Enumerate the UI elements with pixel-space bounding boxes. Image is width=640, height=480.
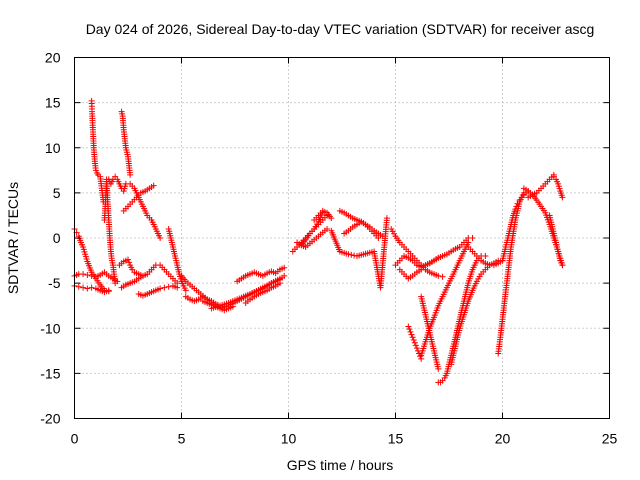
data-point bbox=[161, 284, 168, 291]
data-point bbox=[435, 254, 442, 261]
data-point bbox=[411, 339, 418, 346]
data-point bbox=[157, 285, 164, 292]
y-tick-label: 0 bbox=[53, 230, 61, 246]
data-point bbox=[276, 280, 283, 287]
series-arc34 bbox=[448, 257, 502, 368]
data-point bbox=[407, 328, 414, 335]
y-tick-label: 5 bbox=[53, 185, 61, 201]
data-point bbox=[412, 342, 419, 349]
x-tick-label: 10 bbox=[281, 431, 297, 447]
y-tick-label: 10 bbox=[45, 140, 61, 156]
series-arc10 bbox=[127, 180, 164, 241]
series-arc22 bbox=[298, 212, 331, 249]
data-point bbox=[84, 272, 91, 279]
series-arc7 bbox=[118, 108, 134, 178]
data-point bbox=[559, 262, 566, 269]
data-point bbox=[174, 284, 181, 291]
data-point bbox=[435, 365, 442, 372]
data-point bbox=[405, 323, 412, 330]
data-point bbox=[482, 253, 489, 260]
series-arc37 bbox=[499, 188, 532, 264]
x-tick-label: 5 bbox=[178, 431, 186, 447]
data-point bbox=[165, 283, 172, 290]
data-point bbox=[514, 200, 521, 207]
data-point bbox=[127, 171, 134, 178]
data-point bbox=[112, 280, 119, 287]
data-point bbox=[413, 345, 420, 352]
series-arc23 bbox=[311, 207, 335, 223]
data-point bbox=[182, 287, 189, 294]
y-tick-labels: -20 -15 -10 -5 0 5 10 15 20 bbox=[40, 50, 60, 427]
series-arc6 bbox=[105, 173, 129, 195]
series-arc2 bbox=[71, 225, 112, 295]
y-tick-label: -15 bbox=[40, 365, 60, 381]
series-arc29 bbox=[396, 254, 442, 282]
series-arc30 bbox=[405, 323, 425, 362]
data-point bbox=[75, 283, 82, 290]
grid-lines bbox=[74, 57, 610, 419]
data-point bbox=[80, 271, 87, 278]
data-point bbox=[409, 334, 416, 341]
x-tick-labels: 0 5 10 15 20 25 bbox=[71, 431, 618, 447]
series-arc26 bbox=[328, 215, 390, 291]
series-arc36 bbox=[495, 189, 527, 357]
data-point bbox=[512, 206, 519, 213]
series-arc32 bbox=[418, 293, 442, 372]
y-tick-label: -5 bbox=[48, 275, 61, 291]
x-tick-label: 25 bbox=[602, 431, 618, 447]
data-point bbox=[469, 235, 476, 241]
data-point bbox=[328, 215, 335, 222]
data-point bbox=[559, 194, 566, 201]
data-point bbox=[324, 225, 331, 232]
y-tick-label: -20 bbox=[40, 411, 60, 427]
data-point bbox=[439, 273, 446, 280]
data-point bbox=[281, 264, 288, 271]
data-point bbox=[84, 285, 91, 292]
data-point bbox=[80, 284, 87, 291]
x-tick-label: 15 bbox=[388, 431, 404, 447]
data-point bbox=[408, 331, 415, 338]
x-tick-label: 0 bbox=[71, 431, 79, 447]
series-arc40 bbox=[546, 212, 566, 269]
series-arc3 bbox=[71, 282, 112, 296]
data-point bbox=[88, 284, 95, 291]
data-point bbox=[92, 167, 99, 174]
data-point bbox=[125, 256, 131, 263]
data-point bbox=[513, 203, 520, 210]
series-arc17 bbox=[208, 272, 288, 312]
data-point bbox=[406, 326, 413, 333]
series-arc18 bbox=[234, 264, 288, 285]
data-point bbox=[383, 215, 390, 222]
series-arc39 bbox=[525, 171, 557, 201]
series-arc12 bbox=[135, 282, 181, 299]
x-tick-label: 20 bbox=[495, 431, 511, 447]
data-point bbox=[417, 353, 424, 360]
series-arc19 bbox=[242, 280, 283, 306]
y-tick-label: 15 bbox=[45, 95, 61, 111]
data-points bbox=[71, 97, 566, 386]
series-arc4 bbox=[88, 97, 107, 205]
data-point bbox=[157, 235, 164, 241]
data-point bbox=[435, 272, 442, 279]
data-point bbox=[150, 182, 157, 189]
data-point bbox=[126, 259, 133, 266]
y-tick-label: 20 bbox=[45, 50, 61, 66]
data-point bbox=[410, 336, 417, 343]
y-tick-label: -10 bbox=[40, 320, 60, 336]
data-point bbox=[281, 272, 288, 279]
plot-frame bbox=[74, 57, 610, 419]
data-point bbox=[348, 251, 355, 258]
data-point bbox=[105, 287, 112, 294]
data-point bbox=[345, 251, 352, 258]
chart-title: Day 024 of 2026, Sidereal Day-to-day VTE… bbox=[86, 21, 595, 37]
series-arc8 bbox=[116, 256, 146, 279]
y-axis-label: SDTVAR / TECUs bbox=[5, 182, 21, 294]
series-arc41 bbox=[550, 173, 566, 201]
x-axis-label: GPS time / hours bbox=[287, 457, 394, 473]
